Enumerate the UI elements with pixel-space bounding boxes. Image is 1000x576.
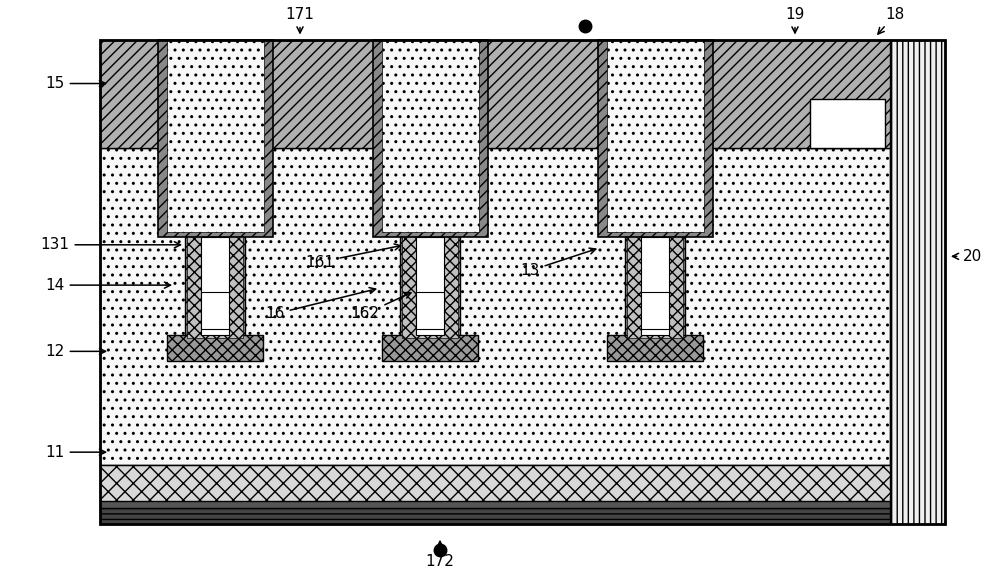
Bar [641, 237, 669, 335]
Text: 16: 16 [265, 287, 376, 321]
Bar [167, 335, 263, 361]
Text: 20: 20 [952, 249, 982, 264]
Bar [598, 40, 712, 237]
Bar [607, 335, 703, 361]
Text: 162: 162 [351, 293, 411, 321]
Bar [402, 237, 458, 338]
Bar [627, 237, 683, 338]
Text: 172: 172 [426, 541, 454, 569]
Bar [625, 237, 685, 338]
Text: 161: 161 [306, 244, 401, 270]
Bar [382, 40, 479, 232]
Bar [382, 335, 478, 361]
Text: 12: 12 [45, 344, 106, 359]
Bar [187, 237, 243, 338]
Bar [890, 40, 945, 524]
Bar [100, 465, 890, 508]
Bar [100, 148, 890, 465]
Bar [606, 40, 704, 232]
Bar [372, 40, 488, 237]
Bar [641, 292, 669, 329]
Bar [185, 237, 245, 338]
Bar [400, 237, 460, 338]
Bar [416, 292, 444, 329]
Bar [100, 40, 945, 524]
Bar [100, 40, 945, 524]
Text: 171: 171 [286, 7, 314, 33]
Text: 14: 14 [45, 278, 171, 293]
Bar [810, 99, 885, 148]
Text: 15: 15 [45, 76, 106, 91]
Bar [201, 237, 229, 335]
Text: 19: 19 [785, 7, 805, 33]
Text: 13: 13 [520, 248, 596, 278]
Text: 18: 18 [878, 7, 905, 34]
Bar [416, 237, 444, 335]
Bar [100, 508, 890, 524]
Bar [201, 292, 229, 329]
Bar [158, 40, 272, 237]
Bar [166, 40, 264, 232]
Bar [100, 501, 890, 508]
Text: 131: 131 [40, 237, 181, 252]
Bar [100, 40, 890, 148]
Text: 11: 11 [45, 445, 106, 460]
